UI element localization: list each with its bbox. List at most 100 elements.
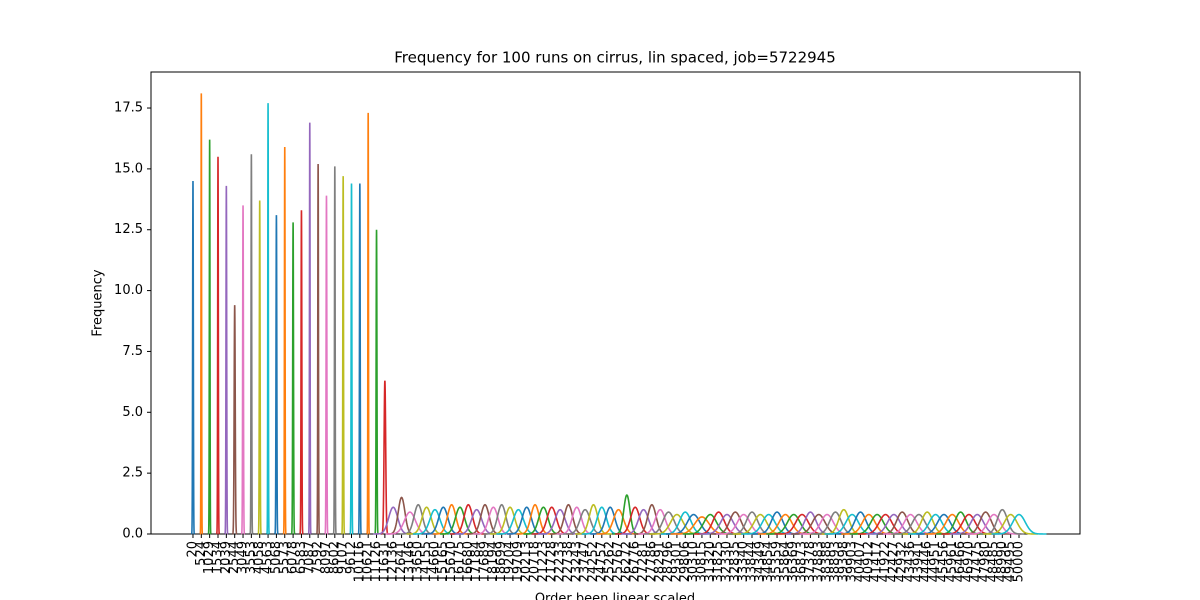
- x-tick-label: 35864: [778, 541, 793, 582]
- frequency-curve: [858, 513, 914, 535]
- x-tick-label: 7087: [302, 541, 317, 574]
- x-tick-label: 3049: [236, 541, 251, 574]
- frequency-curve: [231, 305, 238, 535]
- frequency-curve: [190, 181, 196, 535]
- frequency-curve: [596, 508, 641, 535]
- frequency-curve: [644, 511, 694, 535]
- x-tick-label: 24252: [586, 541, 601, 582]
- x-tick-label: 11631: [377, 541, 392, 582]
- x-tick-label: 16175: [452, 541, 467, 582]
- frequency-curve: [991, 513, 1047, 535]
- x-tick-label: 25262: [603, 541, 618, 582]
- frequency-curve: [357, 183, 362, 535]
- x-tick-label: 48485: [986, 541, 1001, 582]
- frequency-curve: [249, 154, 254, 535]
- x-tick-label: 30310: [686, 541, 701, 582]
- x-tick-label: 43941: [911, 541, 926, 582]
- x-tick-label: 16680: [461, 541, 476, 582]
- y-tick-label: 7.5: [122, 344, 143, 359]
- x-tick-label: 41922: [878, 541, 893, 582]
- x-tick-label: 32835: [728, 541, 743, 582]
- frequency-curve: [257, 200, 262, 535]
- x-tick-label: 17184: [469, 541, 484, 582]
- x-tick-label: 4058: [252, 541, 267, 574]
- y-tick-label: 0.0: [122, 527, 143, 542]
- x-tick-label: 23243: [569, 541, 584, 582]
- x-tick-label: 24757: [594, 541, 609, 582]
- x-tick-label: 23747: [578, 541, 593, 582]
- x-tick-label: 35359: [770, 541, 785, 582]
- frequency-curve: [538, 508, 583, 535]
- x-tick-label: 37883: [811, 541, 826, 582]
- frequency-curve: [307, 122, 312, 535]
- x-tick-label: 1534: [211, 541, 226, 574]
- x-tick-label: 12641: [394, 541, 409, 582]
- x-tick-label: 26776: [628, 541, 643, 582]
- x-tick-label: 21728: [544, 541, 559, 582]
- frequency-curve: [282, 146, 287, 535]
- x-tick-label: 30815: [694, 541, 709, 582]
- frequency-curve: [216, 156, 221, 535]
- x-tick-label: 48990: [995, 541, 1010, 582]
- x-tick-label: 27786: [644, 541, 659, 582]
- x-tick-label: 2544: [227, 541, 242, 574]
- frequency-curve: [199, 93, 204, 535]
- x-tick-label: 28796: [661, 541, 676, 582]
- x-tick-label: 33844: [744, 541, 759, 582]
- x-tick-label: 22738: [561, 541, 576, 582]
- x-tick-label: 2039: [219, 541, 234, 574]
- frequency-curve: [916, 513, 972, 535]
- x-tick-label: 5068: [269, 541, 284, 574]
- x-tick-label: 37378: [803, 541, 818, 582]
- x-tick-label: 40912: [861, 541, 876, 582]
- x-tick-label: 38893: [828, 541, 843, 582]
- frequency-curve: [412, 508, 457, 535]
- x-tick-label: 14155: [419, 541, 434, 582]
- x-tick-label: 45456: [936, 541, 951, 582]
- x-tick-label: 4563: [261, 541, 276, 574]
- y-tick-label: 15.0: [114, 161, 143, 176]
- x-tick-label: 45961: [945, 541, 960, 582]
- frequency-curve: [274, 215, 279, 535]
- frequency-curve: [224, 185, 229, 535]
- y-tick-label: 10.0: [114, 283, 143, 298]
- x-tick-label: 17689: [478, 541, 493, 582]
- x-tick-label: 13146: [402, 541, 417, 582]
- x-tick-label: 1029: [202, 541, 217, 574]
- x-tick-label: 20718: [528, 541, 543, 582]
- frequency-curve: [849, 513, 905, 535]
- x-tick-label: 34349: [753, 541, 768, 582]
- axes-frame: [150, 71, 1081, 535]
- x-tick-label: 14660: [427, 541, 442, 582]
- x-tick-label: 7592: [311, 541, 326, 574]
- frequency-curve: [366, 112, 371, 535]
- x-tick-label: 11126: [369, 541, 384, 582]
- x-tick-label: 49495: [1003, 541, 1018, 582]
- y-axis-label: Frequency: [91, 269, 106, 336]
- x-tick-label: 50000: [1012, 541, 1027, 582]
- y-tick-label: 12.5: [114, 222, 143, 237]
- frequency-curve: [694, 511, 744, 535]
- frequency-curve: [373, 506, 414, 535]
- x-tick-label: 3553: [244, 541, 259, 574]
- x-tick-label: 6583: [294, 541, 309, 574]
- x-tick-label: 40407: [853, 541, 868, 582]
- x-tick-label: 22233: [553, 541, 568, 582]
- x-tick-label: 47980: [978, 541, 993, 582]
- x-tick-label: 20: [185, 541, 200, 558]
- x-tick-label: 42932: [895, 541, 910, 582]
- x-tick-label: 21223: [536, 541, 551, 582]
- frequency-curve: [341, 176, 346, 535]
- x-tick-label: 36369: [786, 541, 801, 582]
- x-tick-label: 46466: [953, 541, 968, 582]
- frequency-curve: [349, 183, 354, 535]
- chart-title: Frequency for 100 runs on cirrus, lin sp…: [394, 49, 836, 67]
- x-tick-label: 5573: [277, 541, 292, 574]
- y-tick-label: 2.5: [122, 466, 143, 481]
- frequency-curve: [316, 163, 321, 535]
- x-tick-label: 13650: [411, 541, 426, 582]
- x-tick-label: 36873: [795, 541, 810, 582]
- x-tick-label: 44446: [920, 541, 935, 582]
- x-axis-label: Order been linear scaled: [535, 592, 695, 600]
- frequency-curve: [324, 195, 329, 535]
